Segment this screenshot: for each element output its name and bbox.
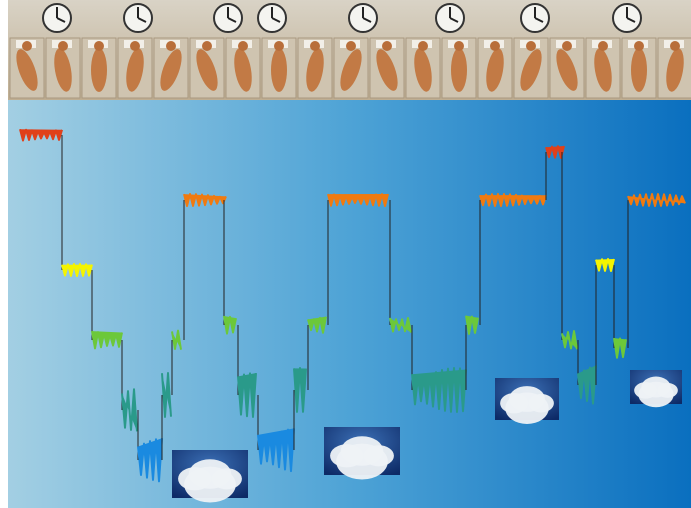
figure bbox=[306, 48, 324, 92]
cloud bbox=[638, 381, 674, 408]
stage-wave bbox=[465, 315, 479, 335]
stage-wave bbox=[627, 193, 686, 207]
figure bbox=[486, 48, 504, 92]
figure bbox=[594, 48, 612, 92]
figure-head bbox=[166, 41, 176, 51]
figure bbox=[16, 49, 38, 91]
figure bbox=[340, 49, 362, 91]
sleep-stages bbox=[19, 128, 686, 483]
figure bbox=[91, 48, 107, 92]
stage-wave bbox=[613, 337, 627, 359]
figure bbox=[631, 48, 647, 92]
stage-wave bbox=[121, 388, 138, 432]
stage-wave bbox=[183, 193, 227, 207]
stage-wave bbox=[19, 128, 63, 142]
figure-head bbox=[454, 41, 464, 51]
clock-hand bbox=[271, 17, 281, 23]
figure-head bbox=[562, 41, 572, 51]
figure-head bbox=[274, 41, 284, 51]
figure-head bbox=[58, 41, 68, 51]
stage-wave bbox=[171, 329, 182, 351]
figure bbox=[376, 49, 398, 91]
clock-hand bbox=[56, 17, 66, 23]
stage-wave bbox=[479, 193, 547, 207]
figure bbox=[234, 48, 252, 92]
stage-wave bbox=[561, 330, 578, 350]
stage-wave bbox=[307, 316, 327, 334]
figure bbox=[54, 48, 72, 92]
clock-hand bbox=[137, 17, 147, 23]
figure-head bbox=[238, 41, 248, 51]
figure bbox=[666, 48, 684, 92]
figure bbox=[414, 48, 432, 92]
figure-head bbox=[382, 41, 392, 51]
figure-head bbox=[598, 41, 608, 51]
clouds bbox=[172, 370, 682, 503]
cloud bbox=[184, 466, 236, 503]
stage-wave bbox=[237, 372, 257, 418]
stage-wave bbox=[61, 263, 93, 277]
cloud bbox=[336, 443, 388, 480]
stage-wave bbox=[595, 258, 615, 272]
stage-wave bbox=[161, 372, 172, 418]
stage-wave bbox=[223, 315, 237, 335]
figure-head bbox=[670, 41, 680, 51]
stage-wave bbox=[389, 317, 412, 333]
stage-wave bbox=[137, 438, 163, 483]
stage-wave bbox=[411, 367, 467, 413]
figure bbox=[520, 49, 542, 91]
figure-head bbox=[130, 41, 140, 51]
stage-wave bbox=[327, 193, 389, 207]
figure bbox=[451, 48, 467, 92]
clock-hand bbox=[449, 17, 459, 23]
figure-head bbox=[418, 41, 428, 51]
figure bbox=[556, 49, 578, 91]
figure-head bbox=[634, 41, 644, 51]
clock-hand bbox=[626, 17, 636, 23]
stage-wave bbox=[293, 367, 307, 413]
figure-head bbox=[526, 41, 536, 51]
figure-head bbox=[94, 41, 104, 51]
clock-hand bbox=[534, 17, 544, 23]
stage-wave bbox=[257, 428, 295, 473]
figure bbox=[271, 48, 287, 92]
stage-wave bbox=[91, 330, 123, 350]
clock-hand bbox=[227, 17, 237, 23]
figure-head bbox=[310, 41, 320, 51]
figure bbox=[196, 49, 218, 91]
figure-head bbox=[202, 41, 212, 51]
cloud bbox=[505, 392, 549, 424]
figure-head bbox=[490, 41, 500, 51]
stage-wave bbox=[545, 145, 565, 159]
sleepers bbox=[9, 3, 691, 99]
stage-wave bbox=[577, 365, 597, 405]
figure-head bbox=[22, 41, 32, 51]
figure bbox=[126, 48, 144, 92]
figure bbox=[160, 49, 182, 91]
clock-hand bbox=[362, 17, 372, 23]
figure-head bbox=[346, 41, 356, 51]
